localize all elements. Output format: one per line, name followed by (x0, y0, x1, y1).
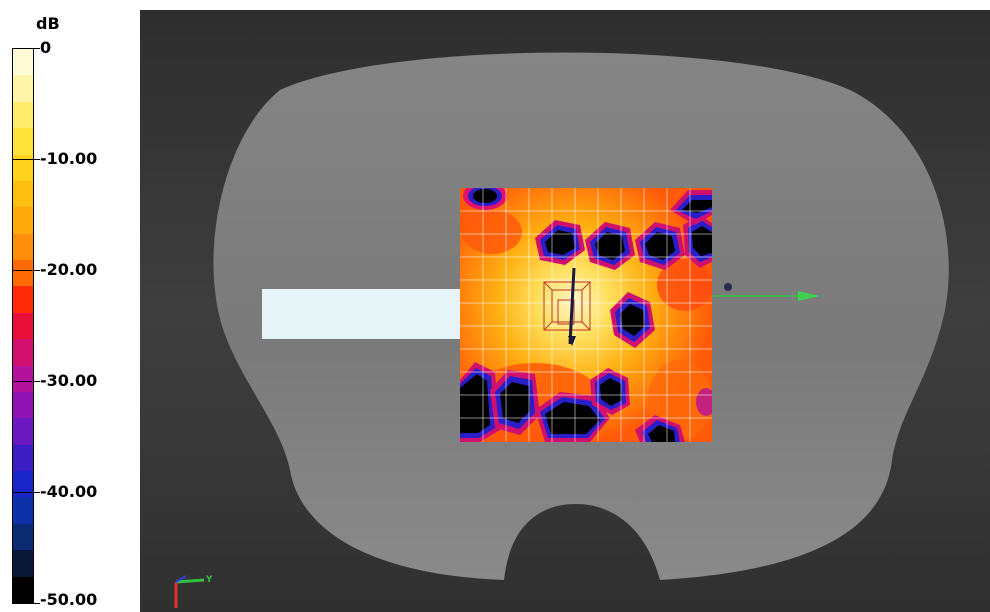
legend-band-13 (13, 391, 33, 419)
legend-band-5 (13, 180, 33, 208)
antenna-wireframe (543, 281, 591, 331)
axis-label-y: Y (205, 575, 213, 585)
legend-band-6 (13, 207, 33, 234)
legend-band-17 (13, 497, 33, 524)
legend-tick (12, 381, 40, 382)
legend-band-16 (13, 471, 33, 498)
legend-color-bar (12, 48, 34, 604)
legend-band-4 (13, 154, 33, 181)
mesh-grid (460, 188, 712, 442)
waveguide-feed (262, 289, 464, 339)
field-null (670, 190, 712, 225)
legend-band-8 (13, 260, 33, 287)
legend-tick (12, 603, 40, 604)
legend-band-7 (13, 233, 33, 260)
field-null (590, 368, 630, 415)
legend-tick (12, 48, 40, 49)
3d-viewport[interactable]: Y (140, 10, 990, 612)
legend-band-15 (13, 444, 33, 471)
legend-tick (12, 159, 40, 160)
legend-band-12 (13, 365, 33, 392)
legend-band-10 (13, 312, 33, 340)
legend-band-14 (13, 418, 33, 445)
legend-unit-label: dB (36, 14, 60, 33)
legend-tick-label-50: -50.00 (40, 590, 98, 609)
color-legend: dB 0 -10.00 -20.00 -30.00 -40.00 -50.00 (0, 0, 140, 612)
legend-tick-label-0: 0 (40, 38, 52, 57)
legend-tick (12, 492, 40, 493)
legend-band-19 (13, 550, 33, 577)
legend-tick-label-30: -30.00 (40, 371, 98, 390)
direction-arrow (712, 283, 820, 301)
legend-band-0 (13, 49, 33, 76)
legend-band-18 (13, 523, 33, 551)
field-distribution-map (460, 188, 712, 442)
legend-band-11 (13, 339, 33, 366)
legend-band-9 (13, 286, 33, 313)
legend-tick-label-10: -10.00 (40, 149, 98, 168)
axis-triad: Y (174, 575, 213, 608)
legend-band-20 (13, 576, 33, 603)
legend-tick (12, 270, 40, 271)
legend-band-3 (13, 128, 33, 155)
field-null (463, 188, 507, 210)
legend-tick-label-20: -20.00 (40, 260, 98, 279)
antenna-feed-probe (568, 267, 576, 346)
legend-tick-label-40: -40.00 (40, 482, 98, 501)
field-null (635, 415, 685, 442)
field-null (490, 370, 540, 435)
legend-band-1 (13, 75, 33, 102)
legend-band-2 (13, 101, 33, 129)
